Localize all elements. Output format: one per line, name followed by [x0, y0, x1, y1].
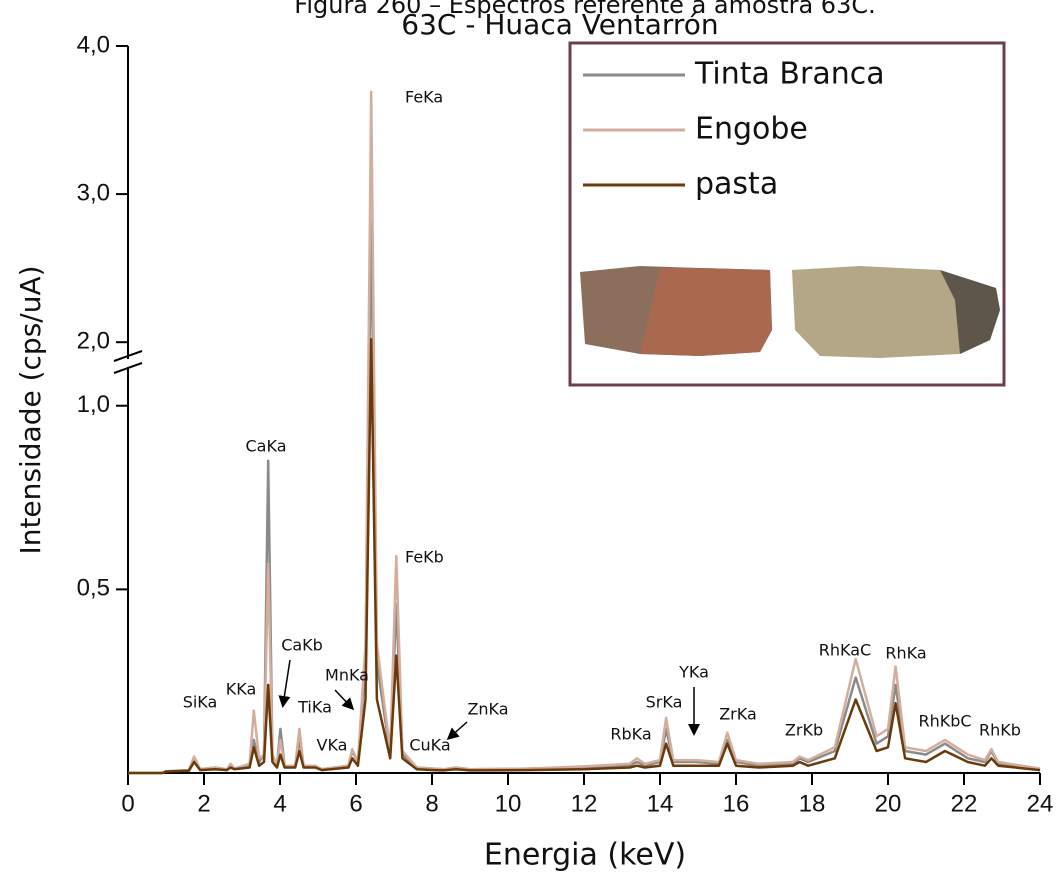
peak-label: YKa: [678, 663, 709, 682]
peak-label: VKa: [317, 736, 348, 755]
spectrum-line: [128, 90, 1041, 775]
peak-arrow: [278, 659, 291, 708]
peak-label: ZrKa: [719, 705, 757, 724]
x-tick-label: 10: [495, 790, 522, 817]
peak-label: MnKa: [325, 666, 369, 685]
x-axis-label: Energia (keV): [484, 838, 686, 873]
x-tick-label: 8: [425, 790, 438, 817]
spectrum-line: [128, 337, 1041, 775]
axis-break: [113, 362, 143, 374]
x-tick-label: 4: [273, 790, 286, 817]
legend-label: Engobe: [695, 112, 808, 147]
y-tick-upper-label: 2,0: [77, 328, 110, 355]
peak-label: RhKaC: [819, 641, 871, 660]
y-axis-label: Intensidade (cps/uA): [14, 265, 47, 554]
peak-label: RbKa: [610, 725, 651, 744]
legend-label: Tinta Branca: [694, 57, 885, 92]
peak-label: TiKa: [297, 698, 332, 717]
sherd-right-dark: [940, 270, 1000, 354]
chart-subtitle: 63C - Huaca Ventarrón: [401, 8, 718, 41]
axis-break: [113, 350, 143, 362]
peak-arrow: [446, 721, 468, 740]
y-tick-label: 0,5: [77, 575, 110, 602]
sherd-right: [792, 266, 1000, 358]
x-tick-label: 0: [121, 790, 134, 817]
peak-label: CaKb: [281, 636, 323, 655]
legend: Tinta Branca Engobe pasta: [568, 41, 1006, 387]
peak-label: RhKbC: [918, 712, 971, 731]
peak-label: FeKa: [405, 88, 443, 107]
legend-label: pasta: [695, 167, 778, 202]
x-tick-label: 22: [951, 790, 978, 817]
peak-label: ZrKb: [785, 721, 823, 740]
peak-label: CuKa: [409, 736, 450, 755]
x-tick-label: 20: [875, 790, 902, 817]
x-tick-label: 2: [197, 790, 210, 817]
peak-label: RhKa: [885, 644, 926, 663]
peak-label: SrKa: [646, 693, 683, 712]
peak-arrow: [334, 689, 355, 711]
peak-label: KKa: [226, 680, 257, 699]
peak-label: SiKa: [183, 693, 218, 712]
x-tick-label: 6: [349, 790, 362, 817]
x-tick-label: 14: [647, 790, 674, 817]
sherd-left-red: [640, 268, 772, 356]
peak-label: CaKa: [246, 437, 287, 456]
y-tick-label: 1,0: [77, 391, 110, 418]
y-tick-upper-label: 3,0: [77, 179, 110, 206]
x-tick-label: 12: [571, 790, 598, 817]
peak-label: RhKb: [979, 721, 1021, 740]
peak-label: ZnKa: [467, 700, 508, 719]
peak-label: FeKb: [405, 548, 444, 567]
chart-title: Figura 260 – Espectros referente à amost…: [294, 0, 875, 19]
x-tick-label: 18: [799, 790, 826, 817]
x-tick-label: 24: [1027, 790, 1054, 817]
x-tick-label: 16: [723, 790, 750, 817]
y-tick-upper-label: 4,0: [77, 31, 110, 58]
sherd-photo: [580, 266, 1000, 358]
